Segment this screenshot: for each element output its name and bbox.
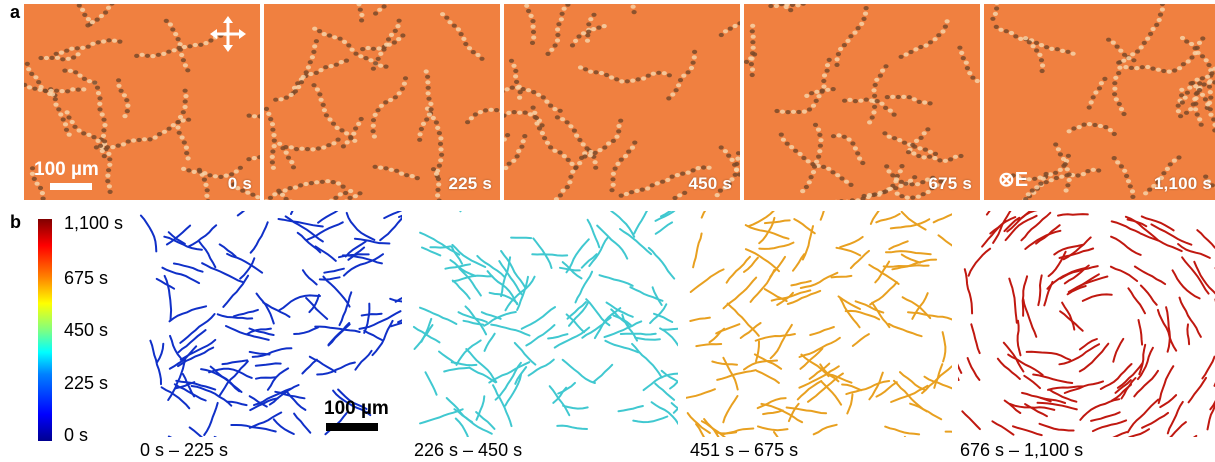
- worm-pattern: [990, 4, 1215, 200]
- trajectory-plot-2: [686, 211, 952, 437]
- colorbar-tick: 1,100 s: [64, 213, 124, 233]
- colorbar-tick: 0 s: [64, 425, 89, 445]
- worm-pattern: [744, 4, 980, 200]
- colorbar-tick: 225 s: [64, 373, 109, 393]
- colorbar-tick: 675 s: [64, 268, 109, 288]
- worm-pattern: [264, 4, 500, 200]
- worm-pattern: [504, 4, 740, 200]
- scale-bar-a-line: [50, 183, 92, 190]
- frame-time-0: 0 s: [227, 174, 252, 193]
- colorbar-tick: 450 s: [64, 320, 109, 340]
- scale-bar-a: 100 µm: [34, 159, 99, 190]
- scale-bar-a-label: 100 µm: [34, 159, 99, 180]
- microscopy-frame-1100: ⊗E 1,100 s: [984, 4, 1215, 200]
- trajectory-plot-1: [412, 211, 678, 437]
- frame-time-675: 675 s: [928, 174, 972, 193]
- microscopy-frame-225: 225 s: [264, 4, 500, 200]
- time-range-label: 676 s – 1,100 s: [960, 440, 1084, 460]
- panel-b-letter: b: [10, 212, 21, 232]
- scale-bar-b-line: [326, 423, 378, 431]
- microscopy-frame-675: 675 s: [744, 4, 980, 200]
- electric-field-label: ⊗E: [998, 169, 1029, 191]
- microscopy-frame-450: 450 s: [504, 4, 740, 200]
- microscopy-frame-0: 100 µm 0 s: [24, 4, 260, 200]
- colorbar: [38, 219, 52, 441]
- frame-time-225: 225 s: [448, 174, 492, 193]
- frame-time-1100: 1,100 s: [1153, 174, 1212, 193]
- scale-bar-b-label: 100 µm: [324, 398, 389, 419]
- trajectory-plot-0: [136, 211, 402, 437]
- frame-time-450: 450 s: [688, 174, 732, 193]
- time-range-label: 0 s – 225 s: [140, 440, 229, 460]
- time-range-label: 451 s – 675 s: [690, 440, 799, 460]
- trajectory-plot-3: [958, 211, 1215, 437]
- worm-pattern: [24, 4, 260, 200]
- time-range-label: 226 s – 450 s: [414, 440, 523, 460]
- scale-bar-b: 100 µm: [324, 398, 389, 431]
- panel-a-letter: a: [10, 2, 21, 22]
- crossed-polarizer-arrows-icon: [210, 16, 246, 52]
